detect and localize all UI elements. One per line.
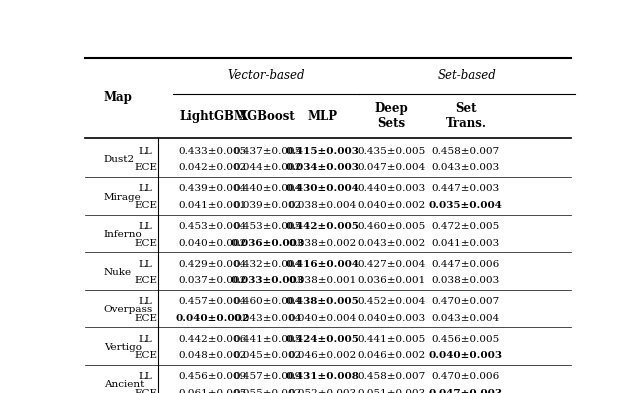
Text: 0.457±0.009: 0.457±0.009 — [234, 372, 301, 381]
Text: ECE: ECE — [134, 239, 157, 248]
Text: Ancient: Ancient — [104, 380, 144, 389]
Text: ECE: ECE — [134, 314, 157, 323]
Text: 0.440±0.004: 0.440±0.004 — [234, 184, 301, 193]
Text: LL: LL — [139, 297, 152, 306]
Text: 0.041±0.001: 0.041±0.001 — [179, 201, 247, 210]
Text: 0.048±0.002: 0.048±0.002 — [179, 351, 247, 360]
Text: 0.433±0.005: 0.433±0.005 — [179, 147, 247, 156]
Text: LL: LL — [139, 147, 152, 156]
Text: 0.470±0.007: 0.470±0.007 — [432, 297, 500, 306]
Text: 0.435±0.005: 0.435±0.005 — [357, 147, 426, 156]
Text: 0.453±0.005: 0.453±0.005 — [234, 222, 301, 231]
Text: 0.430±0.004: 0.430±0.004 — [285, 184, 359, 193]
Text: 0.041±0.003: 0.041±0.003 — [432, 239, 500, 248]
Text: 0.038±0.002: 0.038±0.002 — [288, 239, 356, 248]
Text: 0.038±0.004: 0.038±0.004 — [288, 201, 356, 210]
Text: 0.046±0.002: 0.046±0.002 — [357, 351, 426, 360]
Text: 0.040±0.004: 0.040±0.004 — [288, 314, 356, 323]
Text: LL: LL — [139, 259, 152, 268]
Text: 0.440±0.003: 0.440±0.003 — [357, 184, 426, 193]
Text: 0.034±0.003: 0.034±0.003 — [285, 163, 359, 173]
Text: LL: LL — [139, 334, 152, 343]
Text: 0.036±0.001: 0.036±0.001 — [357, 276, 426, 285]
Text: 0.040±0.002: 0.040±0.002 — [357, 201, 426, 210]
Text: 0.047±0.004: 0.047±0.004 — [357, 163, 426, 173]
Text: 0.460±0.004: 0.460±0.004 — [234, 297, 301, 306]
Text: Map: Map — [104, 91, 132, 105]
Text: 0.456±0.005: 0.456±0.005 — [432, 334, 500, 343]
Text: 0.424±0.005: 0.424±0.005 — [285, 334, 359, 343]
Text: 0.431±0.008: 0.431±0.008 — [285, 372, 359, 381]
Text: Vertigo: Vertigo — [104, 343, 142, 352]
Text: 0.047±0.003: 0.047±0.003 — [429, 389, 503, 393]
Text: ECE: ECE — [134, 351, 157, 360]
Text: 0.046±0.002: 0.046±0.002 — [288, 351, 356, 360]
Text: ECE: ECE — [134, 163, 157, 173]
Text: 0.442±0.006: 0.442±0.006 — [179, 334, 247, 343]
Text: 0.043±0.004: 0.043±0.004 — [432, 314, 500, 323]
Text: 0.460±0.005: 0.460±0.005 — [357, 222, 426, 231]
Text: XGBoost: XGBoost — [239, 110, 296, 123]
Text: 0.458±0.007: 0.458±0.007 — [432, 147, 500, 156]
Text: 0.045±0.002: 0.045±0.002 — [234, 351, 301, 360]
Text: 0.040±0.003: 0.040±0.003 — [357, 314, 426, 323]
Text: 0.453±0.004: 0.453±0.004 — [179, 222, 247, 231]
Text: 0.415±0.003: 0.415±0.003 — [285, 147, 359, 156]
Text: 0.427±0.004: 0.427±0.004 — [357, 259, 426, 268]
Text: MLP: MLP — [307, 110, 337, 123]
Text: 0.456±0.009: 0.456±0.009 — [179, 372, 247, 381]
Text: 0.472±0.005: 0.472±0.005 — [432, 222, 500, 231]
Text: 0.043±0.003: 0.043±0.003 — [432, 163, 500, 173]
Text: 0.038±0.003: 0.038±0.003 — [432, 276, 500, 285]
Text: 0.437±0.005: 0.437±0.005 — [234, 147, 301, 156]
Text: 0.038±0.001: 0.038±0.001 — [288, 276, 356, 285]
Text: 0.035±0.004: 0.035±0.004 — [429, 201, 503, 210]
Text: 0.042±0.002: 0.042±0.002 — [179, 163, 247, 173]
Text: 0.040±0.002: 0.040±0.002 — [176, 314, 250, 323]
Text: Dust2: Dust2 — [104, 155, 135, 164]
Text: LightGBM: LightGBM — [179, 110, 247, 123]
Text: 0.044±0.002: 0.044±0.002 — [234, 163, 301, 173]
Text: 0.043±0.004: 0.043±0.004 — [234, 314, 301, 323]
Text: 0.452±0.004: 0.452±0.004 — [357, 297, 426, 306]
Text: LL: LL — [139, 222, 152, 231]
Text: Mirage: Mirage — [104, 193, 141, 202]
Text: 0.040±0.002: 0.040±0.002 — [179, 239, 247, 248]
Text: LL: LL — [139, 184, 152, 193]
Text: Vector-based: Vector-based — [227, 70, 305, 83]
Text: 0.055±0.002: 0.055±0.002 — [234, 389, 301, 393]
Text: 0.061±0.005: 0.061±0.005 — [179, 389, 247, 393]
Text: ECE: ECE — [134, 389, 157, 393]
Text: 0.052±0.003: 0.052±0.003 — [288, 389, 356, 393]
Text: Overpass: Overpass — [104, 305, 153, 314]
Text: 0.458±0.007: 0.458±0.007 — [357, 372, 426, 381]
Text: 0.439±0.004: 0.439±0.004 — [179, 184, 247, 193]
Text: 0.033±0.003: 0.033±0.003 — [230, 276, 305, 285]
Text: Set
Trans.: Set Trans. — [445, 102, 486, 130]
Text: 0.438±0.005: 0.438±0.005 — [285, 297, 359, 306]
Text: 0.429±0.004: 0.429±0.004 — [179, 259, 247, 268]
Text: 0.037±0.002: 0.037±0.002 — [179, 276, 247, 285]
Text: Set-based: Set-based — [438, 70, 496, 83]
Text: ECE: ECE — [134, 201, 157, 210]
Text: 0.447±0.003: 0.447±0.003 — [432, 184, 500, 193]
Text: 0.441±0.005: 0.441±0.005 — [357, 334, 426, 343]
Text: LL: LL — [139, 372, 152, 381]
Text: 0.457±0.004: 0.457±0.004 — [179, 297, 247, 306]
Text: 0.432±0.004: 0.432±0.004 — [234, 259, 301, 268]
Text: Inferno: Inferno — [104, 230, 143, 239]
Text: 0.447±0.006: 0.447±0.006 — [432, 259, 500, 268]
Text: Nuke: Nuke — [104, 268, 132, 277]
Text: 0.470±0.006: 0.470±0.006 — [432, 372, 500, 381]
Text: 0.051±0.003: 0.051±0.003 — [357, 389, 426, 393]
Text: 0.043±0.002: 0.043±0.002 — [357, 239, 426, 248]
Text: Deep
Sets: Deep Sets — [374, 102, 408, 130]
Text: 0.441±0.005: 0.441±0.005 — [234, 334, 301, 343]
Text: 0.416±0.004: 0.416±0.004 — [285, 259, 359, 268]
Text: 0.036±0.003: 0.036±0.003 — [230, 239, 305, 248]
Text: 0.040±0.003: 0.040±0.003 — [429, 351, 503, 360]
Text: ECE: ECE — [134, 276, 157, 285]
Text: 0.442±0.005: 0.442±0.005 — [285, 222, 359, 231]
Text: 0.039±0.002: 0.039±0.002 — [234, 201, 301, 210]
